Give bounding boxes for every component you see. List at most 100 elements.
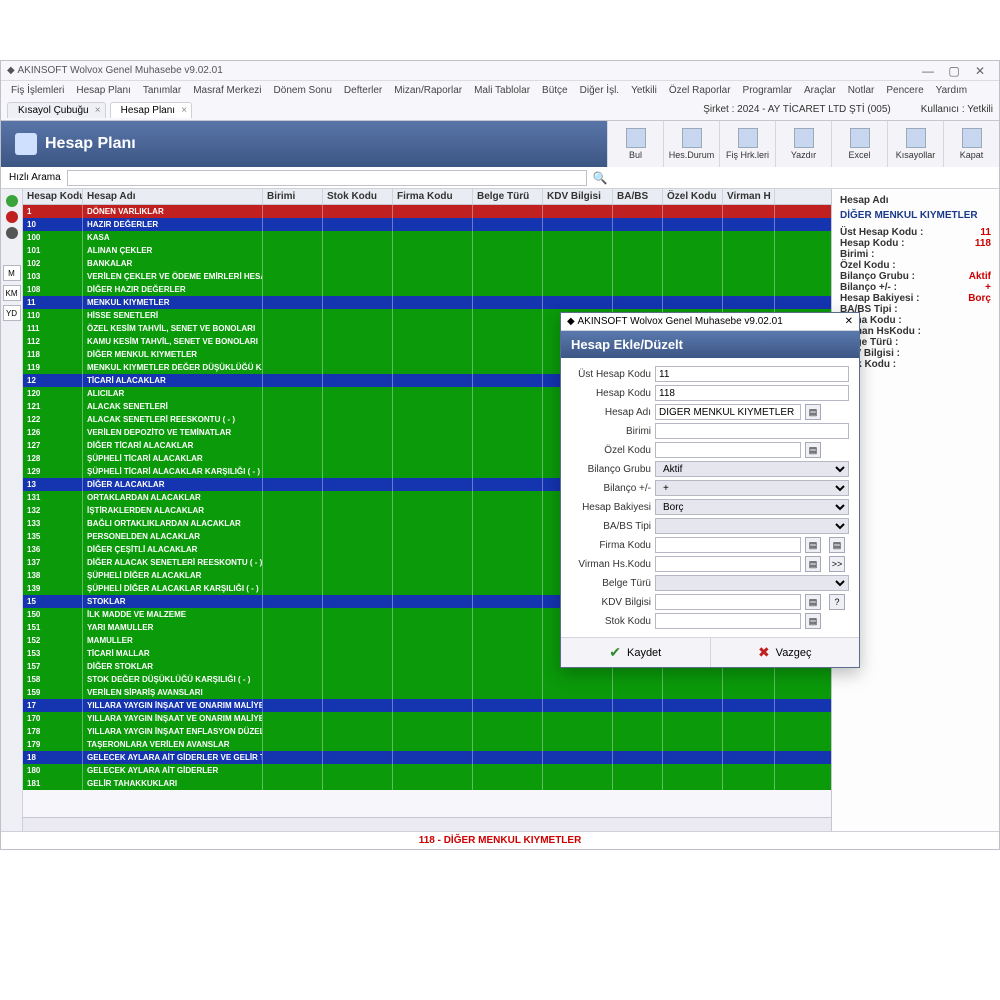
ribbon-button[interactable]: Hes.Durum [663, 121, 719, 167]
table-row[interactable]: 180GELECEK AYLARA AİT GİDERLER [23, 764, 831, 777]
extra-icon[interactable]: ▤ [829, 537, 845, 553]
table-row[interactable]: 178YILLARA YAYGIN İNŞAAT ENFLASYON DÜZEL… [23, 725, 831, 738]
menu-item[interactable]: Defterler [344, 85, 382, 96]
menu-item[interactable]: Notlar [848, 85, 875, 96]
field-input[interactable]: + [655, 480, 849, 496]
gutter-button[interactable]: YD [3, 305, 21, 321]
menu-item[interactable]: Yardım [936, 85, 968, 96]
field-label: Özel Kodu [571, 445, 651, 456]
menu-item[interactable]: Dönem Sonu [274, 85, 332, 96]
gutter-button[interactable]: KM [3, 285, 21, 301]
table-row[interactable]: 158STOK DEĞER DÜŞÜKLÜĞÜ KARŞILIĞI ( - ) [23, 673, 831, 686]
minimize-button[interactable]: — [915, 64, 941, 78]
table-row[interactable]: 181GELİR TAHAKKUKLARI [23, 777, 831, 790]
column-header[interactable]: Birimi [263, 189, 323, 204]
menu-item[interactable]: Fiş İşlemleri [11, 85, 64, 96]
field-input[interactable] [655, 404, 801, 420]
menu-item[interactable]: Programlar [743, 85, 792, 96]
maximize-button[interactable]: ▢ [941, 64, 967, 78]
field-input[interactable]: Borç [655, 499, 849, 515]
column-header[interactable]: Stok Kodu [323, 189, 393, 204]
table-row[interactable]: 17YILLARA YAYGIN İNŞAAT VE ONARIM MALİYE… [23, 699, 831, 712]
table-row[interactable]: 103VERİLEN ÇEKLER VE ÖDEME EMİRLERİ HESA… [23, 270, 831, 283]
table-row[interactable]: 10HAZIR DEĞERLER [23, 218, 831, 231]
column-header[interactable]: Özel Kodu [663, 189, 723, 204]
gutter-dot-icon[interactable] [6, 195, 18, 207]
table-row[interactable]: 179TAŞERONLARA VERİLEN AVANSLAR [23, 738, 831, 751]
table-row[interactable]: 102BANKALAR [23, 257, 831, 270]
menu-item[interactable]: Tanımlar [143, 85, 181, 96]
menu-item[interactable]: Mali Tablolar [474, 85, 530, 96]
field-label: Bilanço Grubu [571, 464, 651, 475]
menu-item[interactable]: Masraf Merkezi [193, 85, 261, 96]
lookup-icon[interactable]: ▤ [805, 442, 821, 458]
search-input[interactable] [67, 170, 587, 186]
ribbon-button[interactable]: Fiş Hrk.leri [719, 121, 775, 167]
table-row[interactable]: 159VERİLEN SİPARİŞ AVANSLARI [23, 686, 831, 699]
ribbon-button[interactable]: Excel [831, 121, 887, 167]
close-icon[interactable]: × [181, 105, 187, 116]
table-row[interactable]: 1DÖNEN VARLIKLAR [23, 205, 831, 218]
field-input[interactable] [655, 385, 849, 401]
menu-item[interactable]: Araçlar [804, 85, 836, 96]
field-input[interactable] [655, 423, 849, 439]
gutter-dot-icon[interactable] [6, 211, 18, 223]
dialog-titlebar[interactable]: ◆ AKINSOFT Wolvox Genel Muhasebe v9.02.0… [561, 313, 859, 331]
tab-shortcut-bar[interactable]: Kısayol Çubuğu× [7, 102, 106, 118]
field-input[interactable] [655, 613, 801, 629]
ribbon-button[interactable]: Bul [607, 121, 663, 167]
menu-item[interactable]: Hesap Planı [76, 85, 130, 96]
menu-item[interactable]: Özel Raporlar [669, 85, 731, 96]
close-icon[interactable]: × [95, 105, 101, 116]
lookup-icon[interactable]: ▤ [805, 594, 821, 610]
lookup-icon[interactable]: ▤ [805, 537, 821, 553]
search-icon[interactable]: 🔍 [593, 171, 608, 185]
field-input[interactable] [655, 442, 801, 458]
menu-item[interactable]: Yetkili [631, 85, 657, 96]
table-row[interactable]: 170YILLARA YAYGIN İNŞAAT VE ONARIM MALİY… [23, 712, 831, 725]
field-input[interactable] [655, 518, 849, 534]
column-header[interactable]: Firma Kodu [393, 189, 473, 204]
column-header[interactable]: BA/BS [613, 189, 663, 204]
close-button[interactable]: ✕ [967, 64, 993, 78]
table-row[interactable]: 11MENKUL KIYMETLER [23, 296, 831, 309]
gutter-button[interactable]: M [3, 265, 21, 281]
menu-item[interactable]: Pencere [886, 85, 923, 96]
save-button[interactable]: ✔Kaydet [561, 638, 711, 667]
field-input[interactable]: Aktif [655, 461, 849, 477]
extra-icon[interactable]: ? [829, 594, 845, 610]
dialog-close-icon[interactable]: ✕ [845, 316, 853, 327]
field-input[interactable] [655, 366, 849, 382]
column-header[interactable]: Belge Türü [473, 189, 543, 204]
field-input[interactable] [655, 556, 801, 572]
menu-item[interactable]: Mizan/Raporlar [394, 85, 462, 96]
ribbon-button[interactable]: Yazdır [775, 121, 831, 167]
gutter-dot-icon[interactable] [6, 227, 18, 239]
company-label: Şirket : 2024 - AY TİCARET LTD ŞTİ (005) [703, 104, 890, 115]
field-input[interactable] [655, 575, 849, 591]
menu-item[interactable]: Diğer İşl. [580, 85, 619, 96]
table-row[interactable]: 100KASA [23, 231, 831, 244]
field-input[interactable] [655, 594, 801, 610]
lookup-icon[interactable]: ▤ [805, 613, 821, 629]
column-header[interactable]: Hesap Adı [83, 189, 263, 204]
ribbon-button[interactable]: Kapat [943, 121, 999, 167]
lookup-icon[interactable]: ▤ [805, 404, 821, 420]
column-header[interactable]: Hesap Kodu [23, 189, 83, 204]
column-header[interactable]: Virman H [723, 189, 775, 204]
lookup-icon[interactable]: ▤ [805, 556, 821, 572]
table-row[interactable]: 18GELECEK AYLARA AİT GİDERLER VE GELİR T… [23, 751, 831, 764]
cancel-button[interactable]: ✖Vazgeç [711, 638, 860, 667]
table-row[interactable]: 108DİĞER HAZIR DEĞERLER [23, 283, 831, 296]
column-header[interactable]: KDV Bilgisi [543, 189, 613, 204]
ribbon-icon [962, 128, 982, 148]
menu-item[interactable]: Bütçe [542, 85, 568, 96]
ribbon-button[interactable]: Kısayollar [887, 121, 943, 167]
detail-row: BA/BS Tipi : [840, 304, 991, 315]
tab-hesap-plani[interactable]: Hesap Planı× [110, 102, 192, 118]
detail-row: Stok Kodu : [840, 359, 991, 370]
field-input[interactable] [655, 537, 801, 553]
table-row[interactable]: 101ALINAN ÇEKLER [23, 244, 831, 257]
extra-icon[interactable]: >> [829, 556, 845, 572]
horizontal-scrollbar[interactable] [23, 817, 831, 831]
